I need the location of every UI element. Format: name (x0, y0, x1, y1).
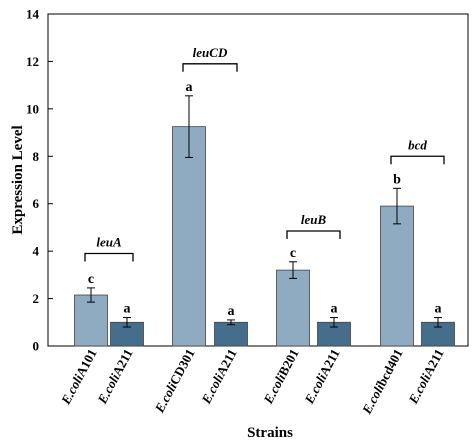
y-axis-title: Expression Level (10, 125, 26, 234)
plot-frame (47, 13, 469, 347)
x-tick-label: E.colibcd401 (359, 346, 406, 417)
y-tick-label: 4 (33, 244, 40, 259)
y-tick-label: 8 (33, 149, 40, 164)
y-tick-label: 6 (33, 196, 40, 211)
x-tick-label: E.coliCD301 (151, 346, 197, 415)
y-tick-label: 10 (26, 101, 39, 116)
y-tick-label: 14 (26, 7, 40, 22)
bars (74, 95, 455, 347)
y-tick-label: 2 (33, 291, 40, 306)
significance-label: a (228, 304, 235, 319)
group-bracket (390, 155, 445, 165)
significance-label: b (393, 172, 401, 187)
group-bracket (286, 230, 341, 239)
x-tick-label: E.coliA211 (94, 346, 136, 407)
significance-label: a (124, 302, 131, 317)
y-tick-label: 0 (33, 339, 40, 354)
bar (214, 321, 248, 347)
bar (74, 294, 108, 347)
significance-label: c (290, 246, 296, 261)
gene-group-label: bcd (408, 137, 427, 152)
significance-label: a (331, 302, 338, 317)
bar (172, 126, 206, 347)
gene-group-label: leuB (301, 212, 327, 227)
group-bracket (182, 63, 238, 72)
bar (276, 269, 310, 347)
significance-label: c (88, 272, 94, 287)
y-tick-label: 12 (26, 54, 39, 69)
x-axis-title: Strains (247, 425, 293, 441)
bar (380, 205, 414, 347)
group-bracket (84, 252, 134, 262)
annotations: c a a a c a b a leuA leuCD leuB bcd (84, 45, 445, 319)
x-tick-label: E.coliA101 (58, 346, 100, 407)
gene-group-label: leuCD (193, 45, 228, 60)
significance-label: a (186, 80, 193, 95)
gene-group-label: leuA (96, 235, 122, 250)
x-tick-label: E.coliA211 (198, 346, 240, 407)
x-tick-label: E.coliA211 (405, 346, 447, 407)
x-tick-label: E.coliA211 (301, 346, 343, 407)
x-tick-label: E.coliB201 (260, 346, 302, 407)
significance-label: a (435, 302, 442, 317)
